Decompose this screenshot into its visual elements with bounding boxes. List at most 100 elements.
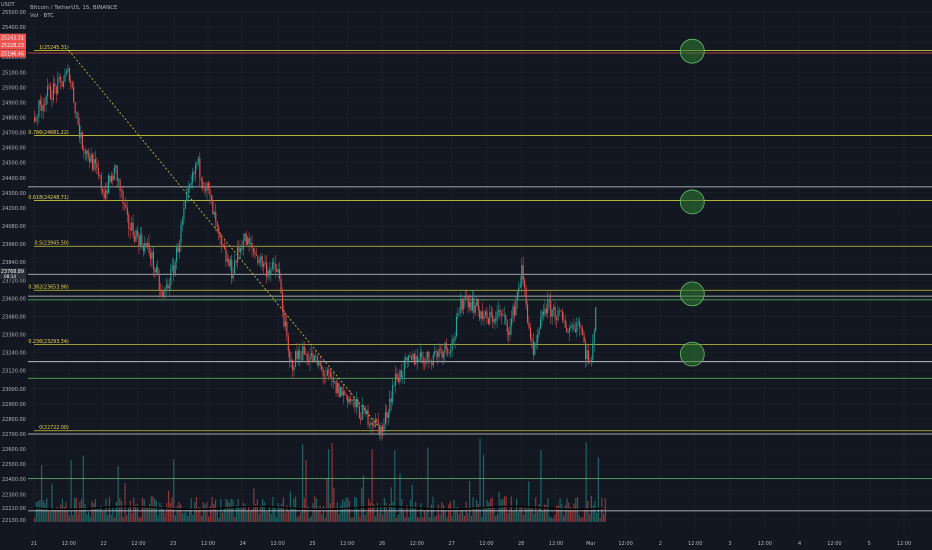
x-tick-label: 12:00 [618,541,632,547]
candle-body [412,353,414,360]
volume-bar [209,506,211,522]
volume-bar [127,507,130,522]
volume-bar [428,517,431,522]
volume-bar [253,488,255,522]
volume-bar [298,515,300,522]
candle-body [393,385,395,386]
volume-bar [181,513,184,522]
volume-bar [310,516,312,522]
candle-body [164,287,166,292]
volume-bar [221,512,224,522]
candle-body [435,351,437,352]
candle-body [168,285,170,289]
candle-body [348,398,350,403]
target-zone-marker [679,281,705,307]
volume-bar [63,506,65,522]
candle-body [112,175,114,181]
volume-bar [380,505,382,522]
candle-body [376,418,378,421]
volume-bar [288,511,290,522]
candle-body [295,351,297,367]
candle-body [193,172,195,174]
candle-body [467,296,469,308]
candle-body [189,185,191,189]
candle-body [96,163,98,168]
volume-bar [594,501,596,522]
y-tick-label: 25500.00 [2,10,26,16]
x-tick-label: 21 [31,541,37,547]
candle-body [344,391,346,395]
volume-bar [286,505,288,522]
y-tick-label: 23000.00 [2,387,26,393]
candle-body [102,189,104,193]
x-tick-label: 12:00 [549,541,563,547]
candle-body [242,240,244,250]
candle-body [268,270,270,275]
candle-body [267,270,269,277]
volume-bar [472,497,474,522]
candle-body [492,314,494,323]
volume-bar [554,514,556,522]
candle-body [258,261,260,263]
x-tick-label: 25 [309,541,315,547]
candle-body [113,167,115,181]
volume-bar [604,498,606,522]
candle-body [78,124,81,138]
volume-bar [47,510,50,522]
candle-body [586,350,588,360]
volume-bar [493,506,495,522]
volume-bar [404,517,406,522]
candle-body [58,77,60,79]
candle-body [277,269,279,273]
volume-bar [154,498,156,522]
volume-bar [376,503,378,522]
candle-body [461,298,463,310]
volume-bar [477,504,479,522]
candle-body [387,412,389,418]
volume-bar [319,505,321,522]
candle-body [299,350,301,360]
volume-bar [84,503,86,522]
candle-body [595,307,597,332]
candle-body [319,362,321,366]
candle-body [531,338,533,341]
candle-body [280,279,282,294]
candle-body [297,350,299,359]
candle-body [538,328,540,335]
volume-bar [382,514,384,522]
volume-bar [56,506,58,522]
candle-body [499,309,501,316]
candle-body [424,363,426,365]
volume-bar [284,512,286,522]
volume-bar [538,503,540,522]
candle-body [382,426,384,432]
volume-bar [110,514,112,522]
candle-body [345,394,347,396]
volume-bar [211,497,213,522]
volume-bar [157,515,159,522]
candle-body [392,385,394,402]
volume-bar [260,505,262,522]
candle-body [129,228,131,231]
target-zone-marker [679,38,705,64]
volume-bar [235,505,238,522]
candle-body [484,311,487,316]
candle-body [134,235,136,242]
volume-bar [199,507,201,522]
x-tick-label: 23 [170,541,176,547]
candle-body [551,309,553,318]
candle-body [264,262,266,264]
volume-bar [451,515,453,522]
y-tick-label: 22300.00 [2,492,26,498]
candle-body [223,246,226,249]
volume-bar [589,513,591,522]
volume-bar [547,498,549,522]
candle-body [128,214,130,229]
candle-body [67,68,69,71]
candle-body [364,406,366,414]
volume-bar [385,502,387,522]
candle-body [457,313,459,317]
candle-body [284,321,286,327]
volume-bar [317,508,319,522]
